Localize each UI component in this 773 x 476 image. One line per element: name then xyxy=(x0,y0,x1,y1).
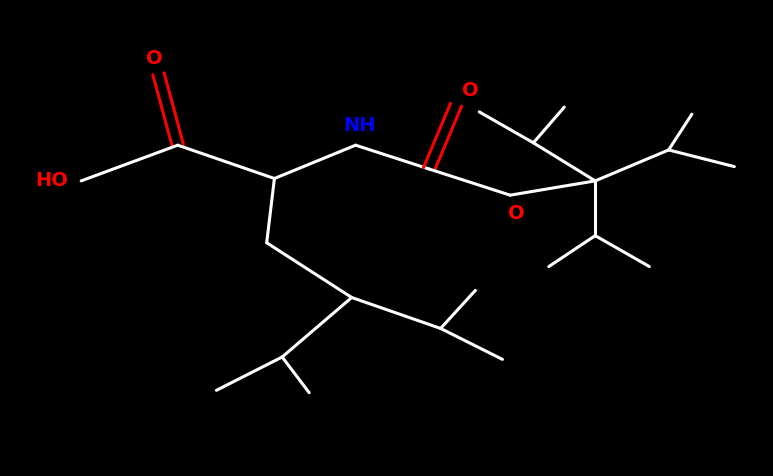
Text: O: O xyxy=(508,204,525,223)
Text: O: O xyxy=(461,81,478,100)
Text: HO: HO xyxy=(36,171,68,190)
Text: NH: NH xyxy=(343,116,376,135)
Text: O: O xyxy=(146,49,163,68)
